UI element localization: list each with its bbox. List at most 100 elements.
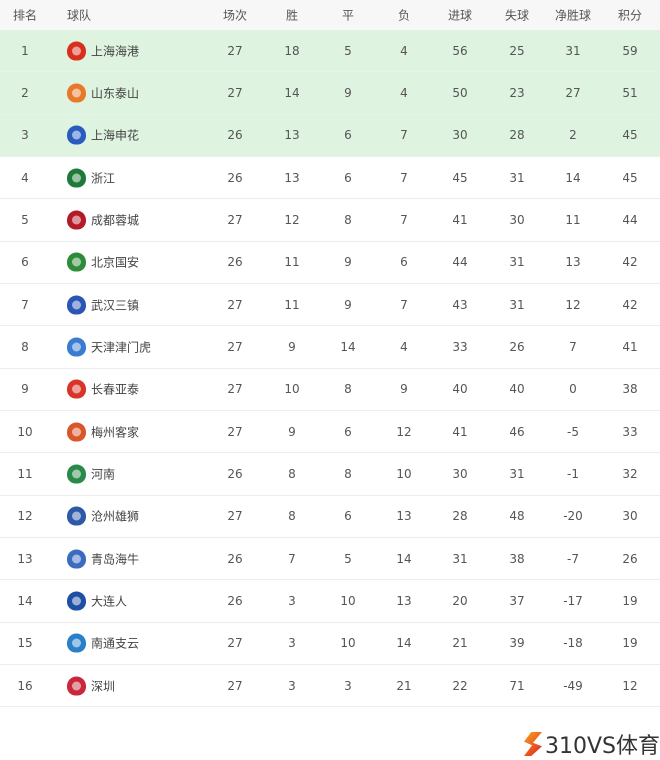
header-rank: 排名 [12,8,38,23]
team-cell[interactable]: 上海海港 [67,41,139,61]
gd-cell: -1 [567,466,579,481]
rank: 15 [17,636,33,651]
drawn-cell: 6 [344,509,352,524]
pts-cell: 33 [622,424,638,439]
team-logo-icon [67,210,86,230]
gd-cell: 14 [565,170,581,185]
team-cell[interactable]: 上海申花 [67,125,139,145]
table-row[interactable]: 13 青岛海牛 26 7 5 14 31 38 -7 26 [0,538,660,581]
team-name: 浙江 [91,171,116,186]
played-cell: 27 [227,382,243,397]
team-cell[interactable]: 大连人 [67,591,127,611]
table-row[interactable]: 5 成都蓉城 27 12 8 7 41 30 11 44 [0,199,660,242]
header-played: 场次 [222,8,248,23]
team-logo-icon [67,422,86,442]
drawn-cell: 6 [344,128,352,143]
table-row[interactable]: 4 浙江 26 13 6 7 45 31 14 45 [0,157,660,200]
gd-cell: 12 [565,297,581,312]
team-logo-icon [67,295,86,315]
brand-logo-icon [523,732,542,756]
team-cell[interactable]: 深圳 [67,676,115,696]
table-row[interactable]: 3 上海申花 26 13 6 7 30 28 2 45 [0,114,660,157]
played-cell: 26 [227,466,243,481]
lost-cell: 7 [400,212,408,227]
table-row[interactable]: 12 沧州雄狮 27 8 6 13 28 48 -20 30 [0,496,660,538]
team-name: 武汉三镇 [91,298,140,313]
ga-cell: 40 [509,382,525,397]
rank: 3 [21,128,29,143]
played-cell: 27 [227,678,243,693]
played-cell: 26 [227,128,243,143]
team-cell[interactable]: 河南 [67,464,115,484]
table-row[interactable]: 8 天津津门虎 27 9 14 4 33 26 7 41 [0,326,660,369]
team-name: 沧州雄狮 [91,509,140,524]
gf-cell: 30 [452,128,468,143]
team-cell[interactable]: 成都蓉城 [67,210,139,230]
header-team: 球队 [67,8,92,23]
team-cell[interactable]: 武汉三镇 [67,295,140,315]
pts-cell: 41 [622,339,638,354]
gd-cell: -20 [563,509,583,524]
team-name: 南通支云 [91,636,140,651]
team-logo-icon [67,549,86,569]
pts-cell: 38 [622,382,638,397]
team-cell[interactable]: 南通支云 [67,633,140,653]
team-logo-icon [67,41,86,61]
ga-cell: 46 [509,424,525,439]
team-cell[interactable]: 青岛海牛 [67,549,139,569]
gf-cell: 30 [452,466,468,481]
team-logo-icon [67,125,86,145]
won-cell: 18 [284,43,300,58]
header-drawn: 平 [341,8,355,23]
ga-cell: 23 [509,85,525,100]
team-cell[interactable]: 山东泰山 [67,83,139,103]
table-row[interactable]: 6 北京国安 26 11 9 6 44 31 13 42 [0,242,660,284]
team-cell[interactable]: 浙江 [67,168,116,188]
team-name: 梅州客家 [91,425,140,440]
gd-cell: 0 [569,382,577,397]
lost-cell: 7 [400,128,408,143]
gf-cell: 41 [452,424,468,439]
rank: 2 [21,85,29,100]
ga-cell: 31 [509,297,525,312]
team-cell[interactable]: 北京国安 [67,252,139,272]
table-row[interactable]: 1 上海海港 27 18 5 4 56 25 31 59 [0,30,660,73]
played-cell: 26 [227,255,243,270]
table-row[interactable]: 11 河南 26 8 8 10 30 31 -1 32 [0,453,660,496]
team-cell[interactable]: 梅州客家 [67,422,140,442]
pts-cell: 12 [622,678,638,693]
brand-text: 310VS体育 [544,734,660,759]
table-row[interactable]: 10 梅州客家 27 9 6 12 41 46 -5 33 [0,411,660,454]
pts-cell: 19 [622,593,638,608]
team-name: 天津津门虎 [91,340,152,355]
rank: 1 [21,43,29,58]
won-cell: 3 [288,636,296,651]
gd-cell: 7 [569,339,577,354]
table-row[interactable]: 16 深圳 27 3 3 21 22 71 -49 12 [0,665,660,708]
rank: 12 [17,509,33,524]
lost-cell: 10 [396,466,412,481]
won-cell: 13 [284,170,300,185]
table-row[interactable]: 2 山东泰山 27 14 9 4 50 23 27 51 [0,72,660,115]
gd-cell: -49 [563,678,583,693]
lost-cell: 13 [396,593,412,608]
drawn-cell: 10 [340,636,356,651]
standings-table: 排名 球队 场次 胜 平 负 进球 失球 净胜球 积分 1 上海海港 27 18 5 4… [0,8,660,708]
table-row[interactable]: 7 武汉三镇 27 11 9 7 43 31 12 42 [0,284,660,327]
played-cell: 27 [227,636,243,651]
team-cell[interactable]: 沧州雄狮 [67,506,140,526]
table-row[interactable]: 14 大连人 26 3 10 13 20 37 -17 19 [0,580,660,623]
lost-cell: 14 [396,551,412,566]
team-cell[interactable]: 天津津门虎 [67,337,152,357]
drawn-cell: 9 [344,85,352,100]
gd-cell: -17 [563,593,583,608]
played-cell: 27 [227,297,243,312]
team-cell[interactable]: 长春亚泰 [67,379,139,399]
gd-cell: -5 [567,424,579,439]
gd-cell: 13 [565,255,581,270]
pts-cell: 42 [622,297,638,312]
ga-cell: 48 [509,509,525,524]
table-row[interactable]: 9 长春亚泰 27 10 8 9 40 40 0 38 [0,369,660,411]
table-row[interactable]: 15 南通支云 27 3 10 14 21 39 -18 19 [0,623,660,665]
gf-cell: 33 [452,339,468,354]
